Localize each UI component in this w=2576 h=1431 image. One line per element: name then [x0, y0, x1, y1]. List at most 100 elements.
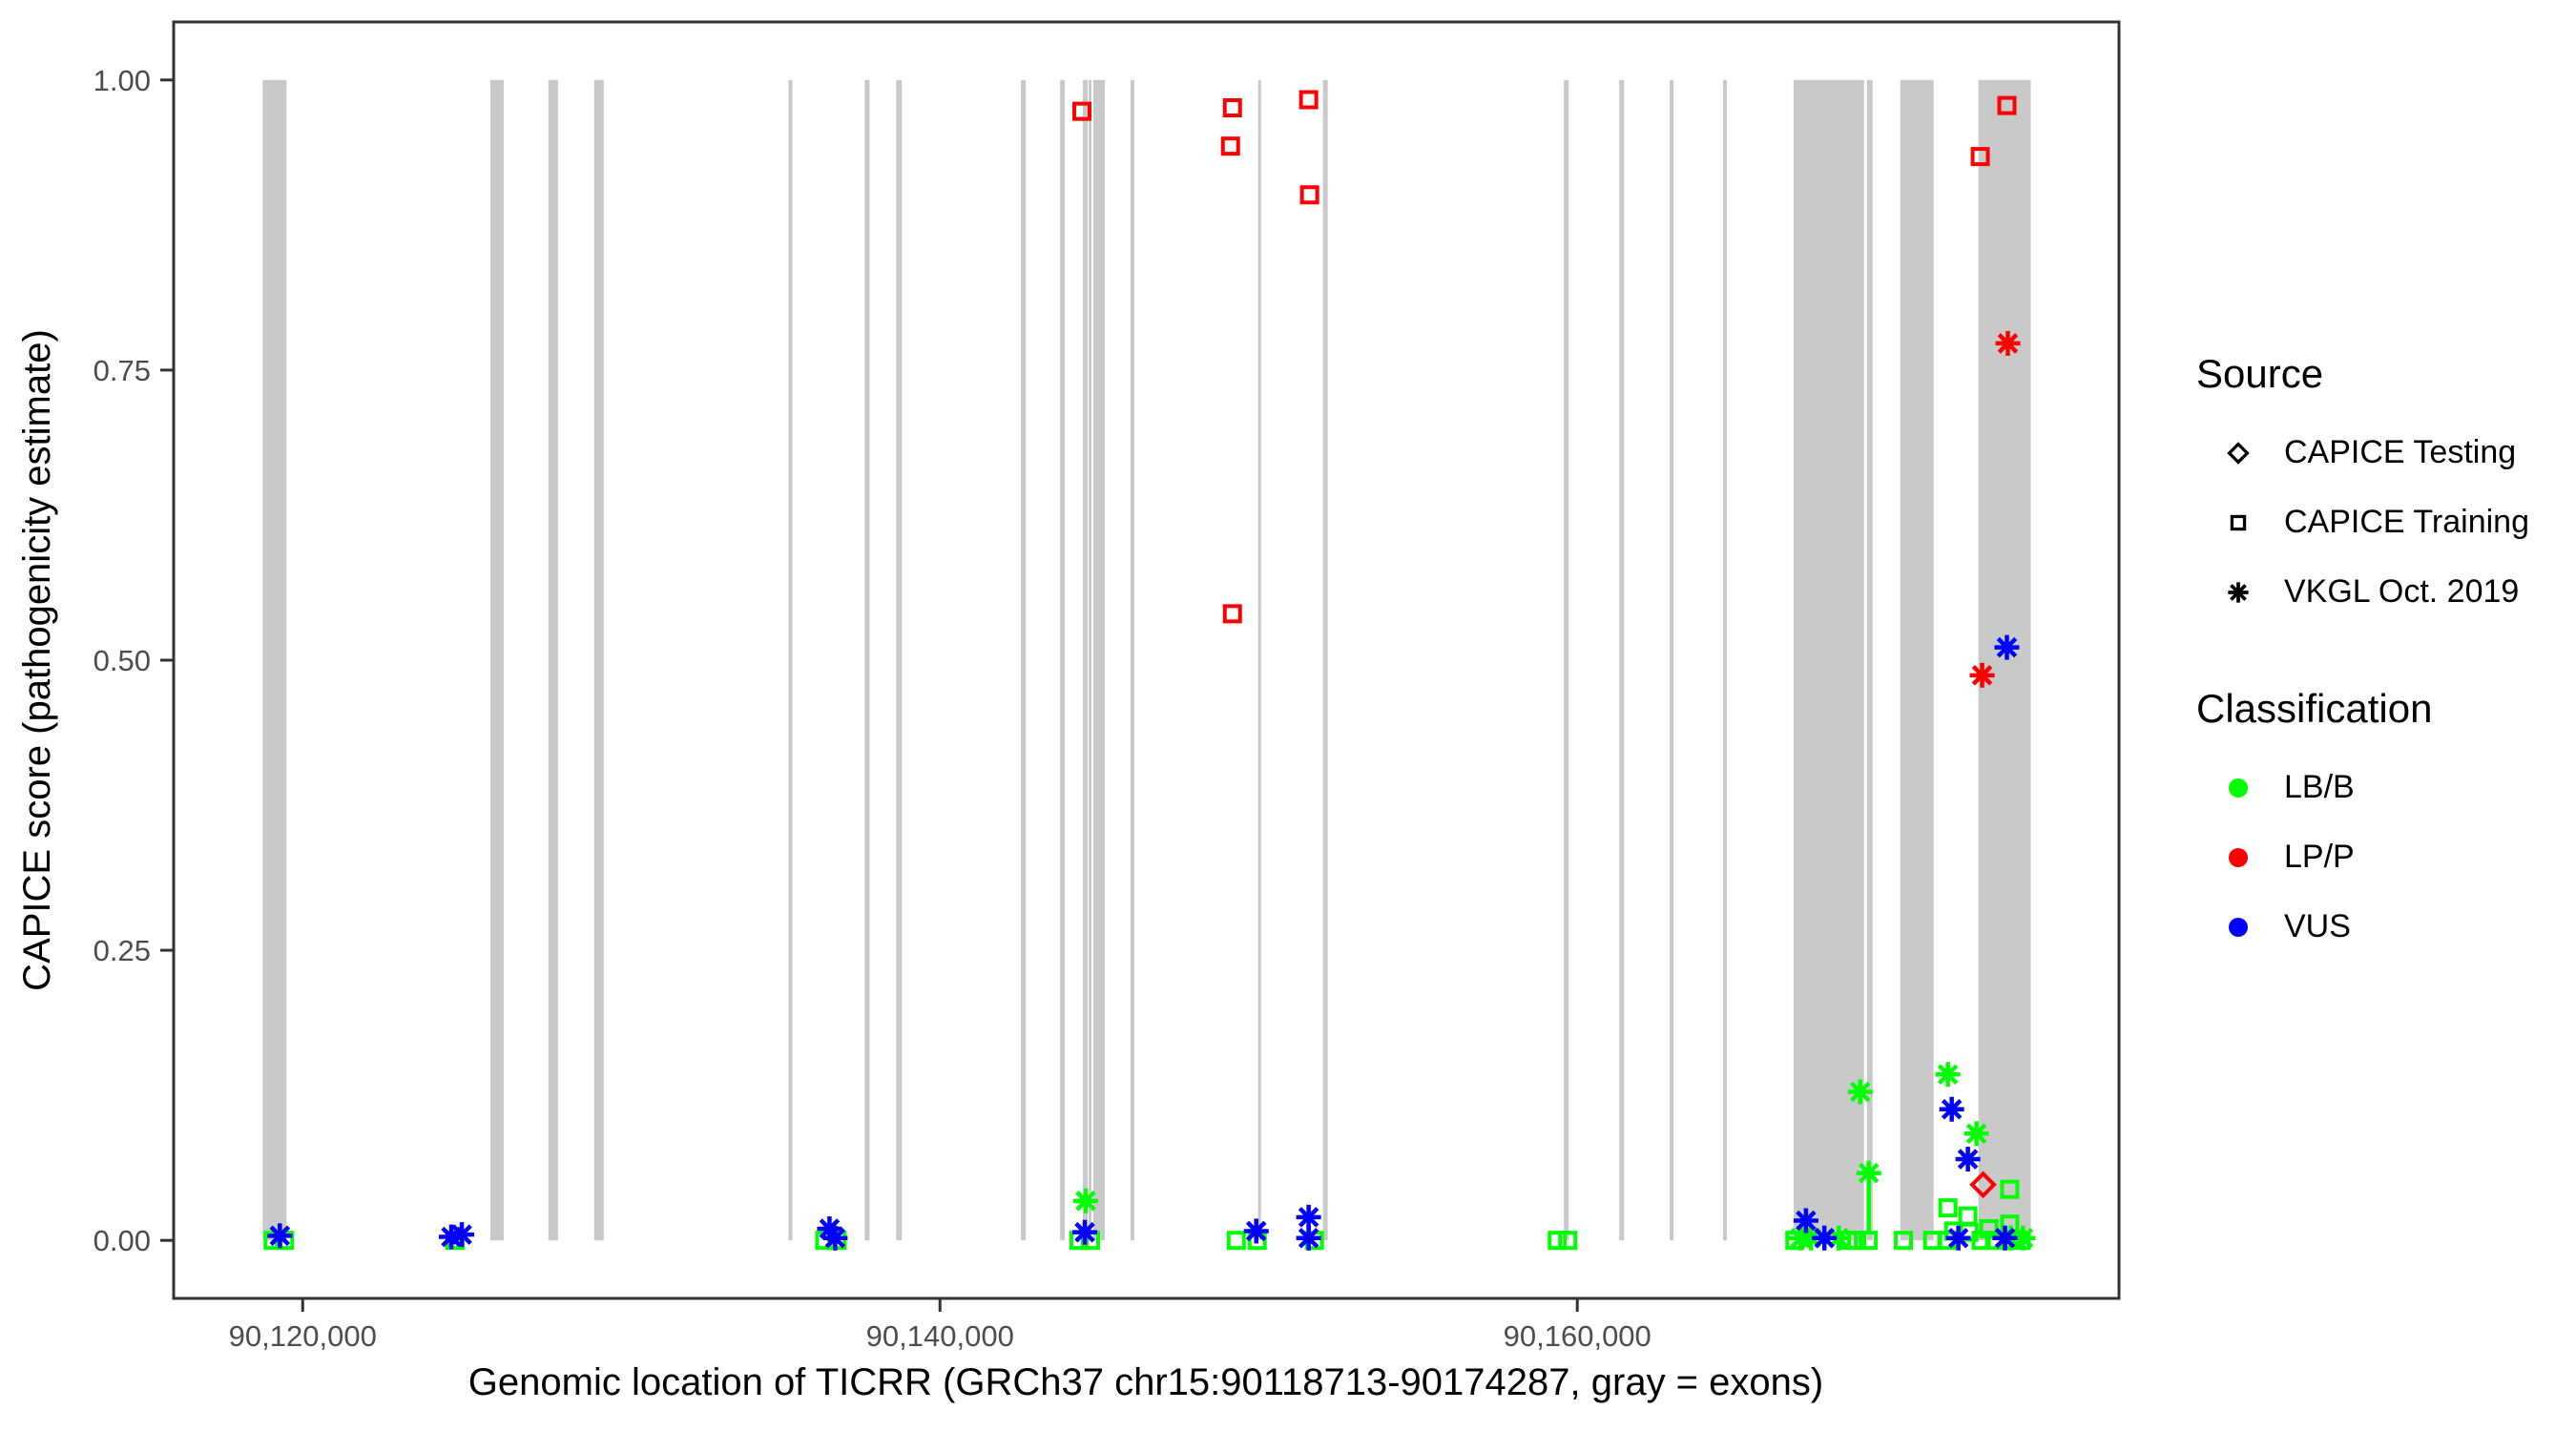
- data-point-asterisk: [822, 1225, 848, 1251]
- data-point-diamond: [2227, 441, 2250, 465]
- legend-item-capice-testing: CAPICE Testing: [2196, 418, 2574, 487]
- y-tick-label: 0.75: [93, 354, 151, 387]
- asterisk-ray: [1997, 333, 2019, 354]
- data-point-square: [1958, 1206, 1978, 1226]
- data-point-square: [1226, 1231, 1246, 1251]
- data-point-asterisk: [1955, 1147, 1981, 1172]
- exon-bar: [1322, 79, 1328, 1241]
- y-tick-label: 1.00: [93, 64, 151, 97]
- data-point-square: [1894, 1231, 1914, 1251]
- data-point-asterisk: [1847, 1079, 1873, 1105]
- x-tick-label: 90,140,000: [866, 1319, 1014, 1353]
- data-point-square: [1220, 136, 1240, 156]
- asterisk-ray: [824, 1227, 846, 1249]
- asterisk-ray: [1971, 665, 1993, 686]
- asterisk-ray: [1849, 1081, 1871, 1103]
- data-point-asterisk: [1994, 634, 2020, 660]
- legend-item-lb-b-label: LB/B: [2284, 769, 2355, 805]
- data-point-asterisk: [1963, 1121, 1989, 1147]
- legend-item-vus-label: VUS: [2284, 908, 2351, 944]
- exon-bar: [1670, 79, 1674, 1241]
- y-axis-title: CAPICE score (pathogenicity estimate): [16, 329, 58, 991]
- legend-item-lp-p: LP/P: [2196, 822, 2574, 892]
- legend-item-lp-p-label: LP/P: [2284, 839, 2355, 875]
- asterisk-ray: [1996, 636, 2018, 658]
- exon-bar: [262, 79, 287, 1241]
- exon-bar: [1793, 79, 1864, 1241]
- asterisk-ray: [451, 1224, 472, 1245]
- legend-source-section: Source CAPICE Testing CAPICE Training VKGL…: [2196, 351, 2574, 627]
- asterisk-ray: [1074, 1221, 1095, 1243]
- legend-item-capice-training-label: CAPICE Training: [2284, 504, 2529, 540]
- legend-item-lb-b-glyph: [2196, 765, 2280, 811]
- asterisk-ray: [1994, 1227, 2016, 1249]
- exon-bar: [1089, 79, 1091, 1241]
- data-point-asterisk: [1992, 1225, 2018, 1251]
- legend-item-lp-p-glyph: [2196, 835, 2280, 881]
- data-point-asterisk: [267, 1223, 293, 1249]
- data-point-square: [1299, 185, 1319, 205]
- data-point-asterisk: [1939, 1096, 1964, 1122]
- data-point-asterisk: [1945, 1225, 1971, 1251]
- legend-source-items: CAPICE Testing CAPICE Training VKGL Oct. 2…: [2196, 418, 2574, 627]
- exon-bar: [788, 79, 793, 1241]
- data-point-asterisk: [1296, 1204, 1321, 1230]
- legend-item-lb-b: LB/B: [2196, 753, 2574, 822]
- data-point-asterisk: [1243, 1218, 1269, 1244]
- data-point-square: [1859, 1231, 1879, 1251]
- y-axis-ticks: 0.00 0.25 0.50 0.75 1.00: [93, 64, 174, 1257]
- asterisk-ray: [1947, 1227, 1969, 1249]
- exon-bar: [1866, 79, 1873, 1241]
- exon-bar: [896, 79, 903, 1241]
- data-point-asterisk: [2228, 581, 2249, 603]
- data-point-square: [1548, 1231, 1568, 1251]
- data-point-square: [1971, 1231, 1991, 1251]
- data-point-asterisk: [1072, 1219, 1098, 1245]
- data-point-square: [1997, 95, 2017, 115]
- asterisk-ray: [1245, 1220, 1267, 1242]
- data-point-circle: [2229, 847, 2248, 867]
- exon-bar: [1060, 79, 1066, 1241]
- data-point-square: [1970, 147, 1990, 167]
- exon-bar: [489, 79, 504, 1241]
- asterisk-ray: [1858, 1162, 1880, 1184]
- data-point-square: [1938, 1198, 1958, 1218]
- data-point-asterisk: [1073, 1188, 1099, 1213]
- legend-classification-section: Classification LB/B LP/P VUS: [2196, 686, 2574, 962]
- data-point-asterisk: [1995, 330, 2021, 356]
- legend-item-vkgl-oct-2019-glyph: [2196, 570, 2280, 615]
- data-point-asterisk: [1935, 1062, 1961, 1088]
- legend-source-title: Source: [2196, 351, 2324, 396]
- exon-bar: [1619, 79, 1625, 1241]
- exon-bar: [1130, 79, 1134, 1241]
- asterisk-ray: [1298, 1227, 1319, 1249]
- exon-bar: [548, 79, 558, 1241]
- data-point-circle: [2229, 778, 2248, 798]
- legend-classification-title: Classification: [2196, 686, 2433, 731]
- data-point-square: [2000, 1179, 2020, 1199]
- legend-item-vus: VUS: [2196, 892, 2574, 962]
- data-point-square: [2230, 514, 2247, 530]
- data-point-asterisk: [1812, 1225, 1838, 1251]
- data-point-asterisk: [1856, 1160, 1881, 1186]
- asterisk-ray: [1298, 1207, 1319, 1228]
- asterisk-ray: [1814, 1227, 1835, 1249]
- legend-item-vkgl-oct-2019: VKGL Oct. 2019: [2196, 557, 2574, 627]
- y-tick-label: 0.25: [93, 934, 151, 967]
- asterisk-ray: [1965, 1123, 1987, 1145]
- asterisk-ray: [2230, 583, 2247, 601]
- legend: Source CAPICE Testing CAPICE Training VKGL…: [2196, 351, 2574, 962]
- asterisk-ray: [2012, 1227, 2034, 1249]
- legend-item-capice-testing-glyph: [2196, 430, 2280, 476]
- exon-bar: [1092, 79, 1105, 1241]
- asterisk-ray: [269, 1225, 291, 1247]
- data-point-asterisk: [1969, 662, 1995, 688]
- data-points: [263, 90, 2036, 1251]
- asterisk-ray: [1957, 1149, 1979, 1170]
- exon-bar: [593, 79, 604, 1241]
- legend-item-capice-training-glyph: [2196, 500, 2280, 546]
- exon-bar: [1021, 79, 1027, 1241]
- data-point-asterisk: [1296, 1225, 1321, 1251]
- data-point-square: [1847, 1231, 1867, 1251]
